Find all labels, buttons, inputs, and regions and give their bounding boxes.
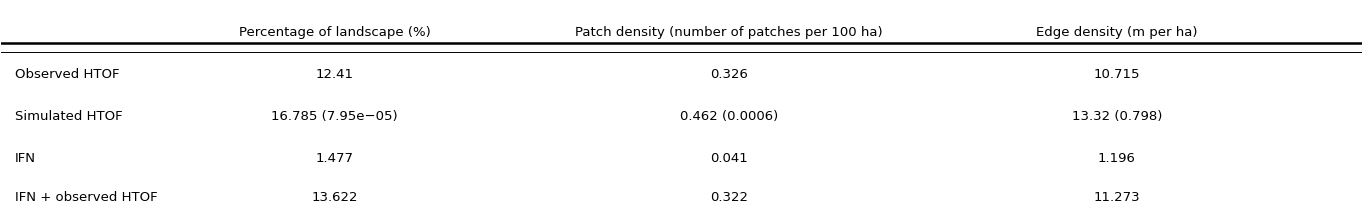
Text: Observed HTOF: Observed HTOF — [15, 68, 120, 81]
Text: Percentage of landscape (%): Percentage of landscape (%) — [239, 26, 431, 39]
Text: 0.322: 0.322 — [710, 191, 748, 204]
Text: 1.477: 1.477 — [316, 152, 353, 165]
Text: Patch density (number of patches per 100 ha): Patch density (number of patches per 100… — [575, 26, 883, 39]
Text: 13.32 (0.798): 13.32 (0.798) — [1071, 110, 1163, 123]
Text: Simulated HTOF: Simulated HTOF — [15, 110, 123, 123]
Text: 12.41: 12.41 — [316, 68, 353, 81]
Text: 0.326: 0.326 — [710, 68, 748, 81]
Text: 11.273: 11.273 — [1093, 191, 1139, 204]
Text: 13.622: 13.622 — [311, 191, 358, 204]
Text: IFN + observed HTOF: IFN + observed HTOF — [15, 191, 158, 204]
Text: 0.462 (0.0006): 0.462 (0.0006) — [680, 110, 778, 123]
Text: 1.196: 1.196 — [1097, 152, 1135, 165]
Text: Edge density (m per ha): Edge density (m per ha) — [1036, 26, 1198, 39]
Text: 10.715: 10.715 — [1093, 68, 1139, 81]
Text: IFN: IFN — [15, 152, 35, 165]
Text: 16.785 (7.95e−05): 16.785 (7.95e−05) — [271, 110, 398, 123]
Text: 0.041: 0.041 — [710, 152, 748, 165]
